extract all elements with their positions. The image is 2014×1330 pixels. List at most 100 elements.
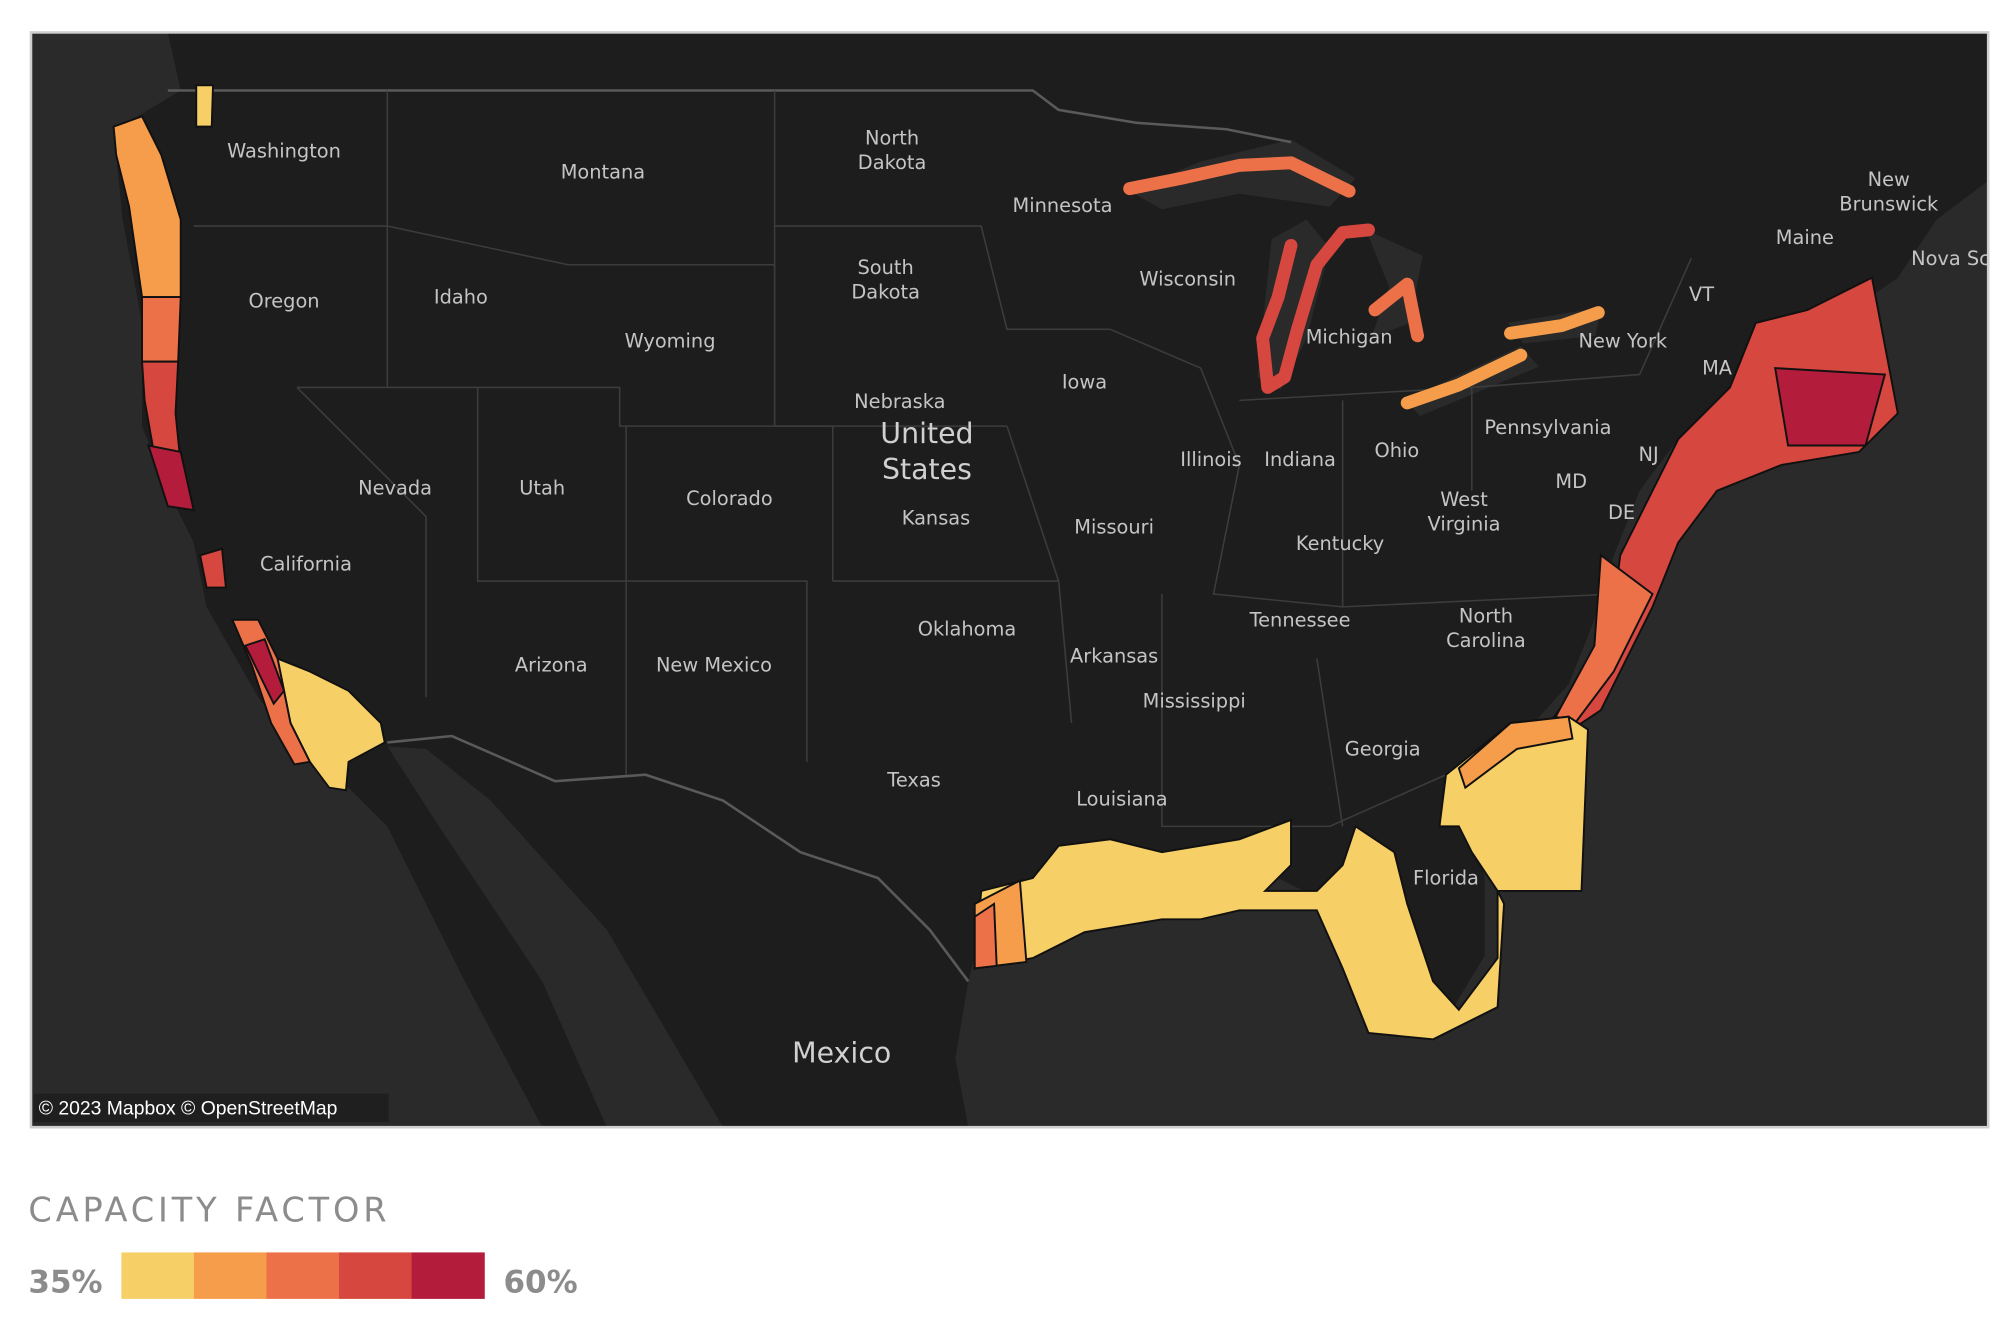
place-label: Georgia	[1345, 737, 1421, 760]
place-label: Maine	[1776, 226, 1834, 249]
place-label-line: Virginia	[1428, 513, 1501, 536]
place-label: Michigan	[1306, 326, 1393, 349]
place-label-line: Minnesota	[1013, 194, 1113, 217]
place-label-line: Indiana	[1264, 448, 1336, 471]
place-label-line: Nevada	[358, 477, 432, 500]
place-label: DE	[1608, 501, 1635, 524]
wind-zone	[1457, 715, 1574, 790]
place-label: Illinois	[1180, 448, 1241, 471]
place-label-line: Iowa	[1062, 371, 1107, 394]
wind-zone	[1400, 348, 1528, 410]
place-label: MD	[1555, 470, 1587, 493]
place-label-line: South	[858, 256, 914, 279]
map-frame	[29, 31, 1990, 1129]
place-label: Tennessee	[1249, 608, 1351, 631]
place-label-line: Arizona	[515, 653, 588, 676]
place-label-line: Michigan	[1306, 326, 1393, 349]
place-label-line: Missouri	[1074, 515, 1154, 538]
place-label: NJ	[1639, 443, 1659, 466]
place-label-line: New Mexico	[656, 653, 772, 676]
place-label: Mexico	[792, 1037, 891, 1070]
place-label-line: United	[880, 417, 973, 450]
borders	[167, 89, 1692, 983]
land	[113, 32, 1989, 1128]
place-label: California	[260, 553, 352, 576]
wind-zone	[147, 444, 195, 512]
place-label: Mississippi	[1143, 690, 1246, 713]
place-label-line: West	[1440, 488, 1488, 511]
place-label-line: North	[1459, 604, 1513, 627]
wind-zone	[1123, 156, 1356, 198]
place-label-line: Montana	[561, 160, 645, 183]
wind-zone	[1256, 223, 1375, 394]
place-label: New York	[1578, 329, 1667, 352]
place-label: Missouri	[1074, 515, 1154, 538]
place-label-line: California	[260, 553, 352, 576]
wind-zone	[1504, 306, 1605, 340]
place-label-line: New	[1868, 168, 1910, 191]
place-label-line: Georgia	[1345, 737, 1421, 760]
place-label: Wyoming	[625, 329, 716, 352]
legend-swatch	[339, 1252, 413, 1299]
place-label-line: Idaho	[434, 286, 488, 309]
wind-zone	[141, 296, 182, 363]
wind-zone	[1368, 277, 1425, 343]
wind-zone	[195, 84, 215, 128]
place-label: Nova Scotia	[1911, 247, 2014, 270]
wind-zone	[973, 902, 998, 970]
place-label: Washington	[227, 140, 341, 163]
place-label: Minnesota	[1013, 194, 1113, 217]
place-label: New Mexico	[656, 653, 772, 676]
place-label-line: Pennsylvania	[1484, 416, 1611, 439]
place-label: MA	[1702, 357, 1733, 380]
place-label: Kansas	[902, 506, 971, 529]
place-label: Colorado	[686, 487, 773, 510]
place-label: Idaho	[434, 286, 488, 309]
place-label: Nebraska	[854, 390, 945, 413]
attribution-bg	[33, 1093, 389, 1123]
wind-zone	[243, 637, 286, 706]
wind-zone	[198, 547, 227, 589]
place-label-line: Wyoming	[625, 329, 716, 352]
place-label: Texas	[886, 768, 941, 791]
place-label-line: Arkansas	[1070, 644, 1158, 667]
place-label: North Carolina	[1446, 604, 1526, 652]
place-label-line: Oklahoma	[918, 617, 1017, 640]
place-label-line: Maine	[1776, 226, 1834, 249]
place-label: West Virginia	[1428, 488, 1501, 536]
place-label-line: Nebraska	[854, 390, 945, 413]
place-label-line: States	[882, 453, 972, 486]
place-label-line: Mexico	[792, 1037, 891, 1070]
wind-zone	[973, 818, 1506, 1041]
place-label: South Dakota	[851, 256, 920, 304]
place-label-line: Mississippi	[1143, 690, 1246, 713]
place-label: Pennsylvania	[1484, 416, 1611, 439]
legend-scale	[121, 1252, 485, 1299]
place-label: Iowa	[1062, 371, 1107, 394]
place-label: United States	[880, 417, 973, 486]
place-label: Oregon	[248, 289, 319, 312]
place-label-line: New York	[1578, 329, 1667, 352]
place-label-line: Nova Scotia	[1911, 247, 2014, 270]
legend-swatch	[193, 1252, 268, 1299]
place-label-line: Ohio	[1375, 439, 1420, 462]
place-label: Oklahoma	[918, 617, 1017, 640]
place-label: Florida	[1413, 866, 1479, 889]
legend-max-label: 60%	[504, 1264, 578, 1300]
place-label-line: Texas	[886, 768, 941, 791]
place-label-line: Tennessee	[1249, 608, 1351, 631]
place-label-line: NJ	[1639, 443, 1659, 466]
place-label-line: Kentucky	[1296, 532, 1384, 555]
place-label-line: Dakota	[858, 151, 927, 174]
place-label: Kentucky	[1296, 532, 1384, 555]
wind-zone	[1774, 367, 1887, 447]
place-label-line: North	[865, 127, 919, 150]
place-label: North Dakota	[858, 127, 927, 175]
place-label-line: Colorado	[686, 487, 773, 510]
wind-zones	[112, 84, 1899, 1041]
place-label-line: Kansas	[902, 506, 971, 529]
